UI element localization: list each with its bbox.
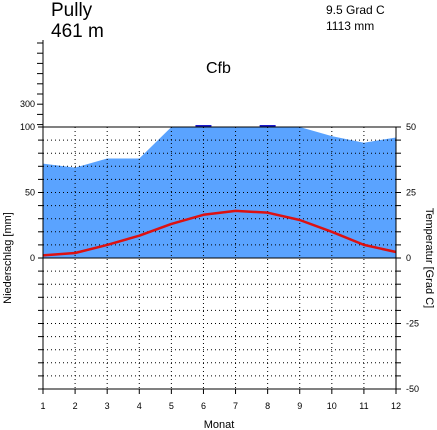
annual-precipitation: 1113 mm: [326, 19, 375, 33]
precip-tick-label: 50: [25, 188, 35, 198]
climate-class: Cfb: [206, 60, 231, 77]
x-tick-label: 12: [391, 401, 401, 411]
precip-tick-label: 100: [20, 122, 35, 132]
mean-temperature: 9.5 Grad C: [326, 3, 385, 17]
x-tick-label: 8: [265, 401, 270, 411]
x-tick-label: 11: [359, 401, 368, 411]
temp-tick-label: 50: [406, 122, 416, 132]
x-tick-label: 5: [169, 401, 174, 411]
left-axis-title: Niederschlag [mm]: [2, 212, 14, 304]
x-tick-label: 7: [233, 401, 238, 411]
temperature-line-layer: [42, 209, 397, 257]
x-tick-label: 1: [40, 401, 45, 411]
temp-tick-label: 0: [406, 253, 411, 263]
x-tick-label: 9: [297, 401, 302, 411]
precip-tick-label: 0: [30, 253, 35, 263]
x-tick-label: 10: [327, 401, 337, 411]
x-axis-title: Monat: [204, 419, 235, 430]
station-name: Pully: [51, 0, 93, 21]
x-tick-label: 2: [73, 401, 78, 411]
precip-tick-label: 300: [20, 99, 35, 109]
temp-tick-label: -50: [406, 384, 419, 394]
temperature-line: [42, 209, 397, 257]
x-tick-label: 6: [201, 401, 206, 411]
grid-layer: [43, 127, 396, 389]
axis-layer: [37, 40, 401, 394]
right-axis-title: Temperatur [Grad C]: [423, 208, 435, 308]
temp-tick-label: 25: [406, 188, 416, 198]
temp-tick-label: -25: [406, 319, 419, 329]
station-elevation: 461 m: [51, 21, 104, 42]
x-tick-label: 4: [137, 401, 142, 411]
x-tick-label: 3: [105, 401, 110, 411]
